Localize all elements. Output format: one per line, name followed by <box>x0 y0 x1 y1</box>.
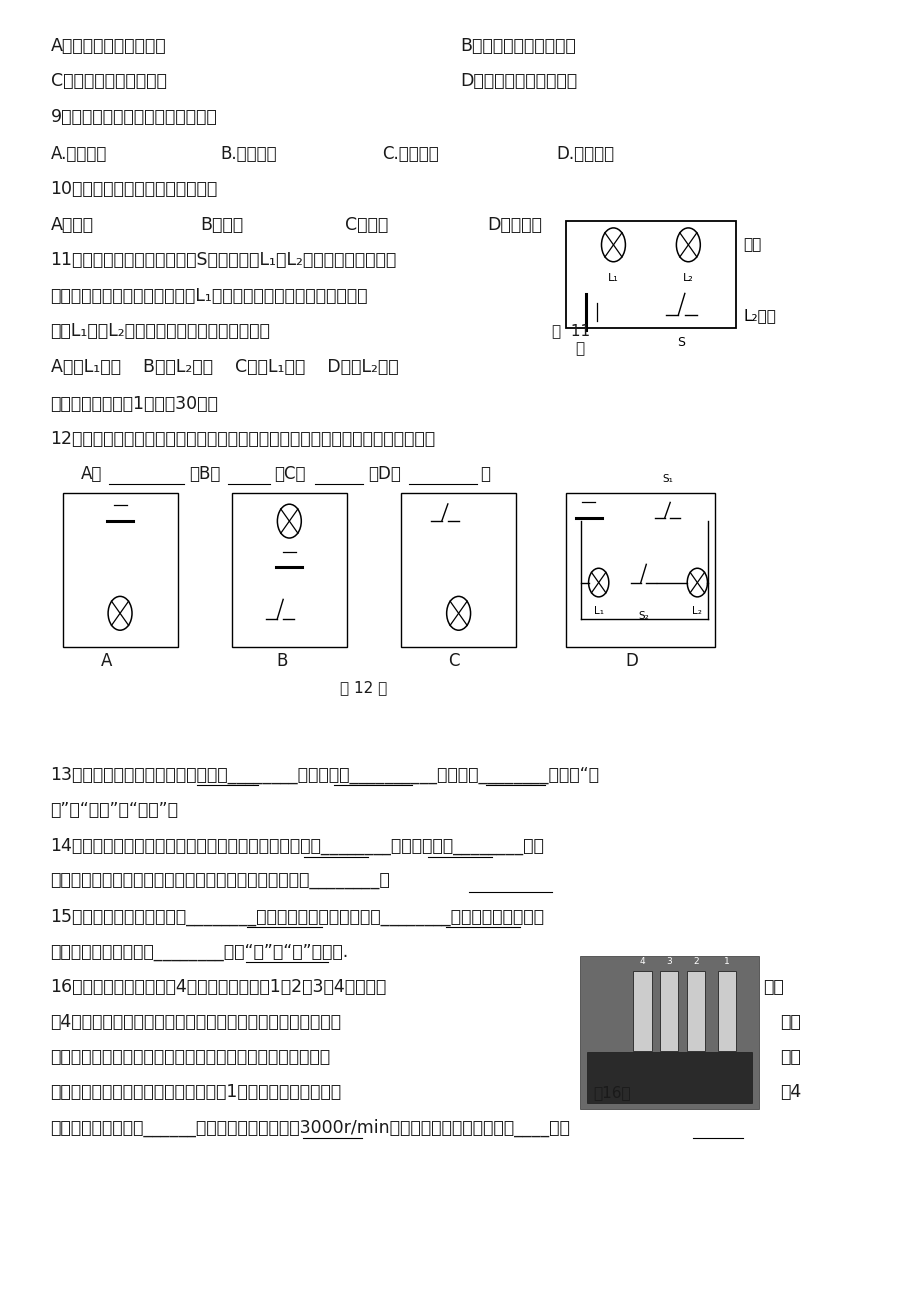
Text: 12．几位同学设计了如图的四个电路，闭合开关后，指出它们是否存在什么问题：: 12．几位同学设计了如图的四个电路，闭合开关后，指出它们是否存在什么问题： <box>51 430 436 448</box>
Text: L₁: L₁ <box>607 273 618 284</box>
Text: 箍在空中向上飞行的过程中，箍的重力势能的变化情况是________．: 箍在空中向上飞行的过程中，箍的重力势能的变化情况是________． <box>51 872 390 891</box>
Text: 9．汽油机工作时提供动力的冲程是: 9．汽油机工作时提供动力的冲程是 <box>51 108 217 126</box>
Text: 。: 。 <box>480 465 490 483</box>
Text: 16．如图所示，发动机有4个汽缸（图中标注1、2、3、4），通过: 16．如图所示，发动机有4个汽缸（图中标注1、2、3、4），通过 <box>51 978 386 996</box>
Text: B: B <box>276 652 287 671</box>
Text: L₁: L₁ <box>593 605 603 616</box>
Text: 气、压缩和排气冲程．四缸发动机中若1号汽缸在做功冲程中，: 气、压缩和排气冲程．四缸发动机中若1号汽缸在做功冲程中， <box>51 1083 341 1101</box>
Text: B．导线: B．导线 <box>200 216 244 234</box>
Bar <box>579 956 758 1109</box>
Text: ，D图: ，D图 <box>368 465 401 483</box>
Bar <box>232 493 346 647</box>
Text: B.压缩冲程: B.压缩冲程 <box>221 145 278 163</box>
Text: S₁: S₁ <box>662 474 672 484</box>
Text: 劙4: 劙4 <box>779 1083 800 1101</box>
Bar <box>565 493 715 647</box>
Text: A图: A图 <box>81 465 102 483</box>
Text: 在飞: 在飞 <box>779 1013 800 1031</box>
Bar <box>632 971 651 1051</box>
Text: 第 12 题: 第 12 题 <box>340 680 387 695</box>
Text: 轮转动的每半周里，都有一个汽缸在做功，其他三个汽缸分别: 轮转动的每半周里，都有一个汽缸在做功，其他三个汽缸分别 <box>51 1048 330 1066</box>
Text: 把4个汽缸的活塞连在一根曲轴上．各个汽缸的做功过程错开，: 把4个汽缸的活塞连在一根曲轴上．各个汽缸的做功过程错开， <box>51 1013 341 1031</box>
Text: C.做功冲程: C.做功冲程 <box>381 145 438 163</box>
Bar <box>565 221 735 328</box>
Text: 4: 4 <box>639 957 644 966</box>
Bar <box>660 971 678 1051</box>
Text: ，C图: ，C图 <box>274 465 305 483</box>
Text: 题: 题 <box>574 341 584 357</box>
Text: 高压的燃气推动活塞向________（填“上”或“下”）运动.: 高压的燃气推动活塞向________（填“上”或“下”）运动. <box>51 943 348 961</box>
Text: 大”、“变小”或“不变”）: 大”、“变小”或“不变”） <box>51 801 178 819</box>
Text: A: A <box>101 652 112 671</box>
Text: A．灯L₁断路    B．灯L₂断路    C．灯L₁短路    D．灯L₂短路: A．灯L₁断路 B．灯L₂断路 C．灯L₁短路 D．灯L₂短路 <box>51 358 398 376</box>
Text: A．电源: A．电源 <box>51 216 94 234</box>
Text: D.排气冲程: D.排气冲程 <box>556 145 614 163</box>
Text: 15．汽油机是将内能转化为________能的装置，转化过程发生在________冲程中，此时高温、: 15．汽油机是将内能转化为________能的装置，转化过程发生在_______… <box>51 907 544 926</box>
Text: 1: 1 <box>723 957 729 966</box>
Text: C．开关: C．开关 <box>345 216 388 234</box>
Text: L₂: L₂ <box>682 273 693 284</box>
Bar <box>686 971 705 1051</box>
Bar <box>586 1052 751 1103</box>
Text: L₂: L₂ <box>692 605 701 616</box>
Text: 查找电路的故障，当用导线连接L₁两端时，两灯仍不亮；用导线连接: 查找电路的故障，当用导线连接L₁两端时，两灯仍不亮；用导线连接 <box>51 286 368 305</box>
Text: 第16题: 第16题 <box>593 1085 630 1100</box>
Text: B．内能增加，温度升高: B．内能增加，温度升高 <box>460 36 575 55</box>
Text: 10．在电路中起控制作用的元件是: 10．在电路中起控制作用的元件是 <box>51 180 218 198</box>
Text: A.吸气冲程: A.吸气冲程 <box>51 145 107 163</box>
Bar <box>717 971 735 1051</box>
Text: 二、填空题（每空1分，共30分）: 二、填空题（每空1分，共30分） <box>51 395 218 413</box>
Text: 2: 2 <box>693 957 698 966</box>
Text: 号汽缸所处的冲程是______冲程；当发动机转速为3000r/min时，则发动机每秒对外做功____次；: 号汽缸所处的冲程是______冲程；当发动机转速为3000r/min时，则发动机… <box>51 1118 570 1137</box>
Text: D: D <box>625 652 638 671</box>
Text: C: C <box>448 652 460 671</box>
Text: S₂: S₂ <box>638 611 648 621</box>
Text: 在吸: 在吸 <box>779 1048 800 1066</box>
Text: 连杆: 连杆 <box>763 978 784 996</box>
Text: C．内能减少，温度升高: C．内能减少，温度升高 <box>51 72 166 90</box>
Text: D．用电器: D．用电器 <box>487 216 542 234</box>
Text: S: S <box>676 336 685 349</box>
Text: 13．汽车在匀速爬坡的过程中，动能________，重力势能__________，机械能________．（填“变: 13．汽车在匀速爬坡的过程中，动能________，重力势能__________… <box>51 766 599 784</box>
Bar <box>62 493 177 647</box>
Text: A．内能减少，温度降低: A．内能减少，温度降低 <box>51 36 166 55</box>
Bar <box>401 493 516 647</box>
Text: 第  11: 第 11 <box>551 323 589 339</box>
Text: 14．运动员射箍时用力将弓拉开，在放开箍的瞬间，弓的________能转化为箍的________能，: 14．运动员射箍时用力将弓拉开，在放开箍的瞬间，弓的________能转化为箍的… <box>51 837 544 855</box>
Text: 导线: 导线 <box>743 237 761 253</box>
Text: L₂两端: L₂两端 <box>743 307 776 323</box>
Text: 11．如图所示电路中，若开关S闭合后，灯L₁、L₂都不亮．可以用一根: 11．如图所示电路中，若开关S闭合后，灯L₁、L₂都不亮．可以用一根 <box>51 251 396 270</box>
Text: 时，L₁亮、L₂不亮，由此可以判断电路故障为: 时，L₁亮、L₂不亮，由此可以判断电路故障为 <box>51 322 270 340</box>
Text: ，B图: ，B图 <box>189 465 221 483</box>
Text: D．内能增加，温度降低: D．内能增加，温度降低 <box>460 72 576 90</box>
Text: 3: 3 <box>665 957 672 966</box>
